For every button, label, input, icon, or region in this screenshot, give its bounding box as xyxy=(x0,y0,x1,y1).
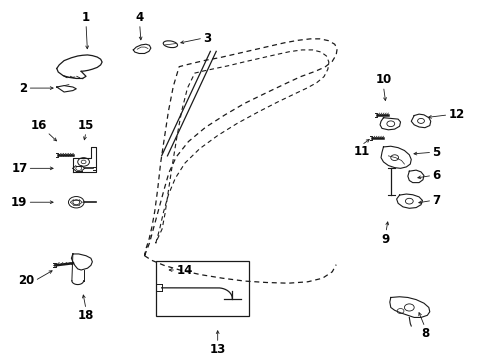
Text: 18: 18 xyxy=(78,309,94,322)
Text: 12: 12 xyxy=(447,108,464,121)
Text: 6: 6 xyxy=(431,169,440,182)
Text: 19: 19 xyxy=(11,196,27,209)
Text: 1: 1 xyxy=(82,11,90,24)
Text: 2: 2 xyxy=(20,82,27,95)
Text: 8: 8 xyxy=(420,327,428,340)
Bar xyxy=(156,261,249,316)
Text: 4: 4 xyxy=(135,11,143,24)
Text: 3: 3 xyxy=(203,32,211,45)
Text: 14: 14 xyxy=(176,264,192,276)
Text: 5: 5 xyxy=(431,146,440,159)
Text: 9: 9 xyxy=(381,233,389,246)
Text: 10: 10 xyxy=(375,73,391,86)
Text: 7: 7 xyxy=(431,194,440,207)
Text: 13: 13 xyxy=(209,343,225,356)
Text: 15: 15 xyxy=(78,119,94,132)
Text: 16: 16 xyxy=(31,119,47,132)
Text: 17: 17 xyxy=(11,162,27,175)
Text: 11: 11 xyxy=(353,145,369,158)
Text: 20: 20 xyxy=(19,274,35,287)
